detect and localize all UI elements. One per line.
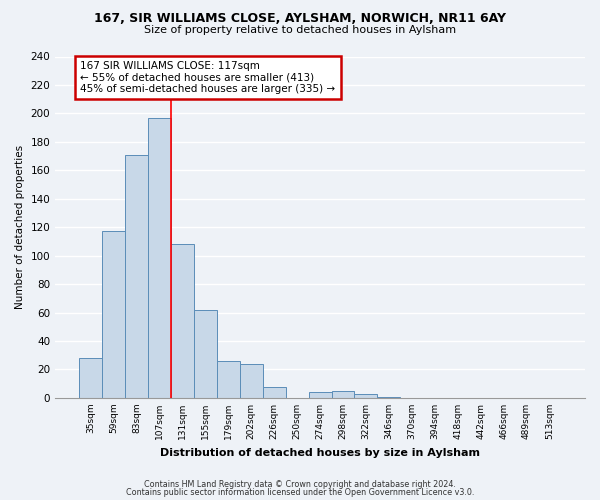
Bar — [102, 232, 125, 398]
Bar — [171, 244, 194, 398]
Y-axis label: Number of detached properties: Number of detached properties — [15, 145, 25, 310]
Bar — [79, 358, 102, 398]
Text: 167, SIR WILLIAMS CLOSE, AYLSHAM, NORWICH, NR11 6AY: 167, SIR WILLIAMS CLOSE, AYLSHAM, NORWIC… — [94, 12, 506, 26]
Text: Contains HM Land Registry data © Crown copyright and database right 2024.: Contains HM Land Registry data © Crown c… — [144, 480, 456, 489]
Bar — [263, 386, 286, 398]
Text: 167 SIR WILLIAMS CLOSE: 117sqm
← 55% of detached houses are smaller (413)
45% of: 167 SIR WILLIAMS CLOSE: 117sqm ← 55% of … — [80, 61, 335, 94]
Bar — [355, 394, 377, 398]
Bar — [240, 364, 263, 398]
Bar — [194, 310, 217, 398]
Bar — [332, 391, 355, 398]
Bar — [308, 392, 332, 398]
Bar — [217, 361, 240, 398]
Text: Contains public sector information licensed under the Open Government Licence v3: Contains public sector information licen… — [126, 488, 474, 497]
Bar — [148, 118, 171, 398]
Bar — [125, 154, 148, 398]
X-axis label: Distribution of detached houses by size in Aylsham: Distribution of detached houses by size … — [160, 448, 480, 458]
Bar — [377, 396, 400, 398]
Text: Size of property relative to detached houses in Aylsham: Size of property relative to detached ho… — [144, 25, 456, 35]
